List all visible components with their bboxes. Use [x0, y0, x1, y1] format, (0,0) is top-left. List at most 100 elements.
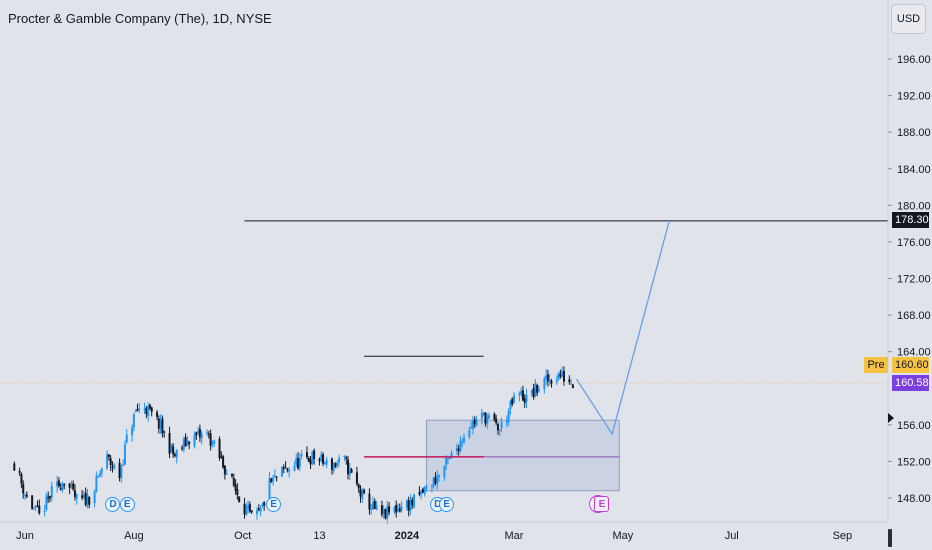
candle-body: [188, 441, 191, 444]
candle-body: [446, 458, 449, 460]
price-tick-label: 188.00: [897, 127, 931, 139]
candle-body: [132, 413, 135, 428]
candle-body: [257, 508, 260, 510]
candle-body: [113, 464, 116, 469]
candle-body: [120, 467, 123, 478]
price-axis[interactable]: 196.00 192.00 188.00 184.00 180.00 176.00 172.…: [887, 0, 931, 522]
earnings-marker-icon[interactable]: E: [439, 497, 455, 512]
candle-body: [509, 400, 512, 409]
candle-body: [293, 466, 296, 471]
candle-body: [463, 437, 466, 442]
candle-body: [211, 442, 214, 445]
candle-body: [493, 413, 496, 420]
candle-body: [57, 480, 60, 487]
candle-body: [284, 467, 287, 469]
currency-button[interactable]: USD: [891, 4, 926, 34]
candle-body: [193, 434, 196, 447]
candle-body: [398, 508, 401, 512]
projection-path[interactable]: [575, 220, 670, 436]
premarket-label: Pre: [864, 357, 888, 373]
candle-body: [175, 449, 178, 458]
demand-zone[interactable]: [426, 419, 620, 492]
candle-body: [484, 412, 487, 424]
candle-body: [375, 505, 378, 510]
candle-body: [505, 419, 508, 424]
candle-body: [520, 391, 523, 394]
candle-body: [263, 502, 266, 506]
time-axis[interactable]: Jun Aug Oct 13 2024 Mar May Jul Sep: [0, 521, 888, 542]
candle-body: [280, 466, 283, 477]
price-tick-label: 196.00: [897, 54, 931, 66]
candle-body: [334, 462, 337, 467]
candle-body: [473, 419, 476, 425]
candle-body: [143, 408, 146, 410]
candle-body: [323, 462, 326, 464]
candle-body: [396, 508, 399, 511]
candle-body: [443, 466, 446, 477]
candle-body: [345, 457, 348, 460]
candle-body: [470, 427, 473, 429]
candle-body: [363, 489, 366, 494]
candle-body: [86, 494, 89, 506]
scroll-right-arrow-icon[interactable]: [888, 413, 894, 423]
candle-body: [156, 412, 159, 417]
candle-body: [111, 466, 114, 468]
candle-body: [507, 410, 510, 422]
upcoming-earnings-marker-icon[interactable]: E: [594, 496, 610, 512]
candle-body: [322, 454, 325, 464]
candle-body: [256, 510, 259, 515]
candle-body: [273, 475, 276, 477]
candle-body: [330, 458, 333, 470]
candle-body: [157, 418, 160, 429]
candle-body: [548, 379, 551, 383]
candle-body: [145, 408, 148, 415]
price-tick-label: 164.00: [897, 347, 931, 359]
time-tick-label: Jul: [725, 530, 739, 542]
price-tick-label: 148.00: [897, 493, 931, 505]
candle-body: [359, 489, 362, 497]
candle-body: [63, 484, 66, 486]
candle-body: [231, 473, 234, 477]
candle-body: [182, 439, 185, 450]
candle-body: [213, 440, 216, 445]
price-tick-label: 172.00: [897, 274, 931, 286]
time-tick-label: Oct: [234, 530, 251, 542]
candle-body: [38, 505, 41, 514]
candle-body: [159, 420, 162, 429]
candle-body: [195, 432, 198, 436]
last-price-tag: 160.58: [892, 375, 929, 391]
candle-body: [521, 390, 524, 401]
premarket-price-tag: 160.60: [892, 357, 929, 373]
dividend-marker-icon[interactable]: D: [105, 497, 121, 512]
candle-body: [138, 408, 141, 410]
candle-body: [134, 411, 137, 413]
candle-body: [243, 503, 246, 515]
candle-body: [245, 506, 248, 516]
price-tick-label: 184.00: [897, 164, 931, 176]
candle-body: [555, 379, 558, 382]
candle-body: [18, 470, 21, 473]
candle-body: [495, 418, 498, 423]
candle-body: [550, 380, 553, 384]
candle-body: [425, 485, 428, 488]
time-tick-label: Mar: [505, 530, 524, 542]
candle-body: [518, 393, 521, 396]
candle-body: [343, 455, 346, 457]
price-tick-label: 192.00: [897, 91, 931, 103]
candle-body: [332, 464, 335, 471]
candle-body: [34, 505, 37, 508]
candle-body: [220, 456, 223, 459]
candle-body: [209, 433, 212, 446]
candle-body: [438, 475, 441, 477]
candle-body: [259, 507, 262, 512]
axis-settings-handle[interactable]: [888, 529, 892, 547]
candle-body: [513, 395, 515, 404]
candle-body: [357, 484, 360, 489]
horizontal-levels[interactable]: [0, 220, 888, 458]
earnings-marker-icon[interactable]: E: [119, 497, 135, 512]
candle-body: [186, 440, 189, 446]
earnings-marker-icon[interactable]: E: [266, 497, 282, 512]
time-tick-label: Sep: [833, 530, 853, 542]
candle-body: [24, 494, 26, 496]
